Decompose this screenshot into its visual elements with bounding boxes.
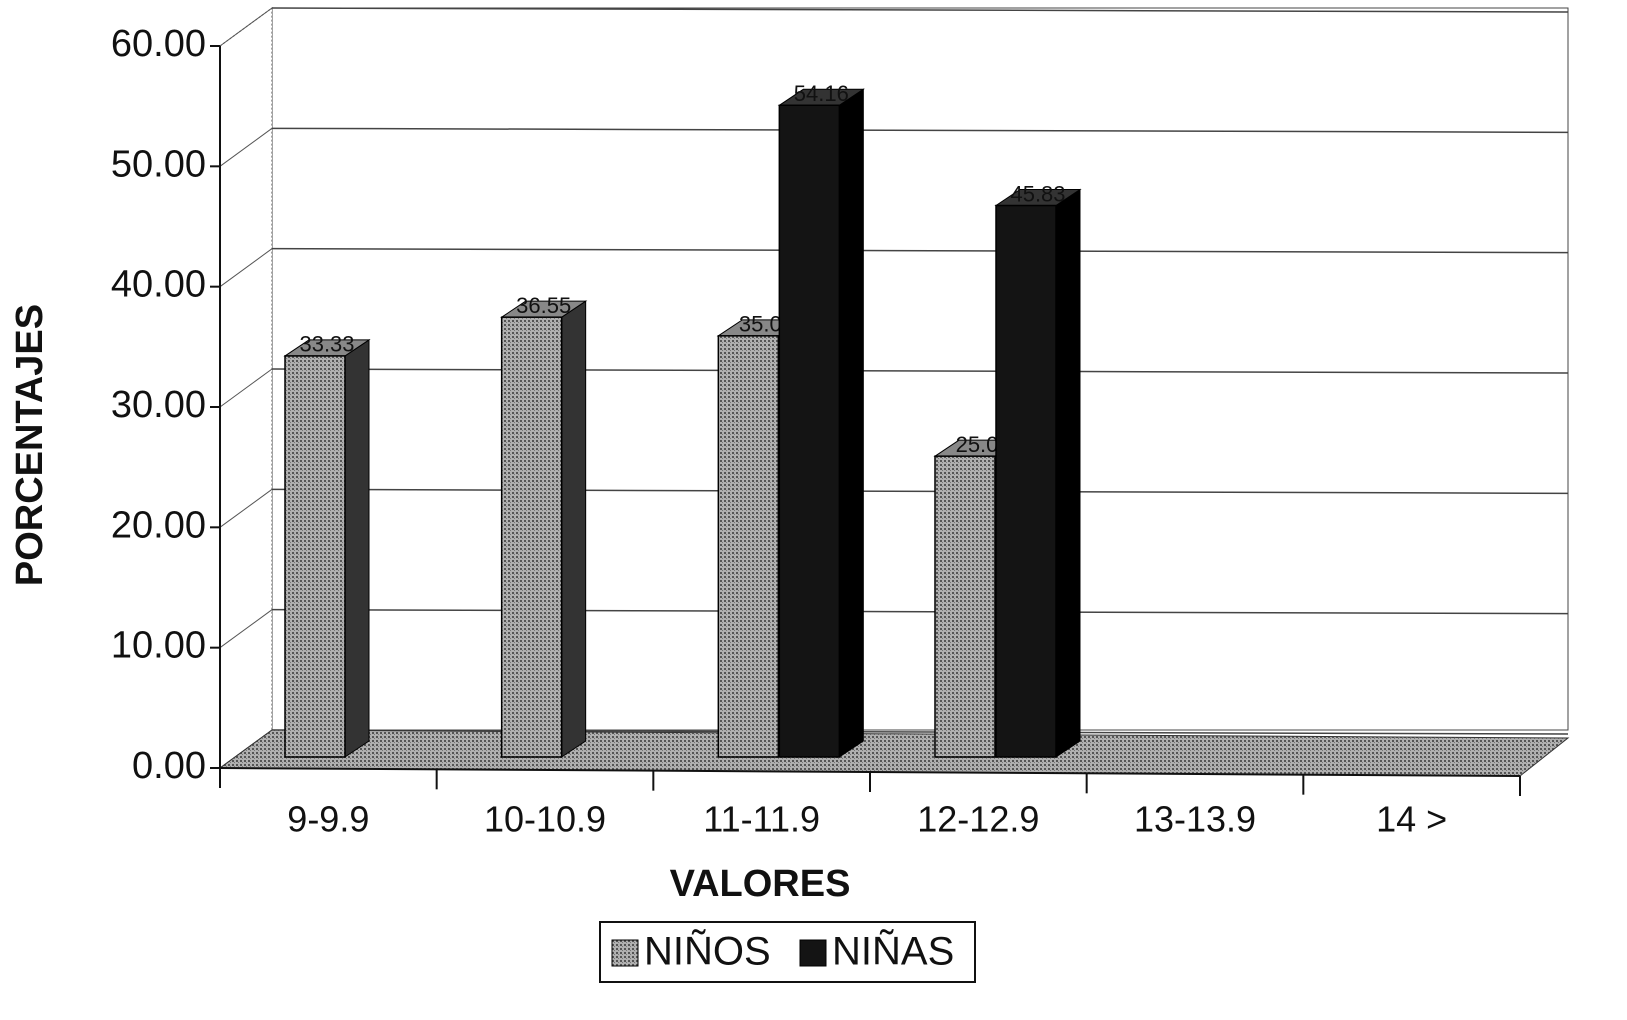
legend-swatch — [611, 939, 639, 967]
bar-front — [934, 455, 996, 758]
bar-front — [284, 355, 346, 758]
grid-line — [219, 248, 273, 288]
y-tick-label: 10.00 — [111, 625, 206, 667]
x-tick-label: 14 > — [1376, 799, 1447, 840]
y-tick-label: 60.00 — [111, 23, 206, 65]
bar — [994, 188, 1082, 758]
x-axis-title: VALORES — [670, 863, 851, 905]
bar — [500, 300, 588, 758]
x-tick-label: 13-13.9 — [1134, 799, 1256, 840]
grid-line — [219, 609, 273, 649]
x-tick-label: 9-9.9 — [287, 799, 369, 840]
bar-side — [1055, 188, 1081, 758]
legend-label: NIÑOS — [644, 929, 771, 974]
grid-line — [271, 368, 1569, 374]
value-label: 33.33 — [299, 332, 354, 357]
grid-line — [219, 488, 273, 528]
y-tick-label: 20.00 — [111, 504, 206, 546]
grid-line — [219, 127, 273, 167]
grid-line — [219, 368, 273, 408]
grid-line — [271, 127, 1569, 134]
value-label: 36.55 — [516, 293, 571, 318]
bar-front — [778, 104, 841, 758]
value-label: 35.0 — [739, 312, 782, 337]
grid-line — [219, 7, 273, 47]
grid-line — [271, 729, 1569, 735]
legend-swatch — [799, 939, 827, 967]
y-axis-title: PORCENTAJES — [9, 304, 51, 586]
bar-front — [500, 316, 563, 758]
value-label: 25.0 — [956, 432, 999, 457]
grid-line — [271, 7, 1569, 13]
y-tick-label: 50.00 — [111, 143, 206, 185]
grid-line — [271, 247, 1569, 254]
x-tick-label: 10-10.9 — [484, 799, 606, 840]
value-label: 45.83 — [1010, 181, 1065, 206]
bar-side — [838, 88, 864, 758]
x-tick-label: 11-11.9 — [703, 799, 820, 840]
x-tick-label: 12-12.9 — [917, 799, 1039, 840]
y-tick-label: 40.00 — [111, 264, 206, 306]
grid-line — [271, 608, 1569, 615]
bar — [283, 338, 371, 758]
y-tick-label: 0.00 — [132, 745, 206, 787]
legend-label: NIÑAS — [832, 929, 954, 974]
bar-front — [717, 335, 780, 758]
y-tick-label: 30.00 — [111, 384, 206, 426]
grid-line — [271, 488, 1569, 495]
bar-side — [561, 300, 587, 758]
bar-front — [995, 204, 1057, 758]
legend-box — [599, 921, 976, 983]
bar-side — [344, 338, 370, 758]
bar — [777, 88, 865, 758]
value-label: 54.16 — [794, 81, 849, 106]
